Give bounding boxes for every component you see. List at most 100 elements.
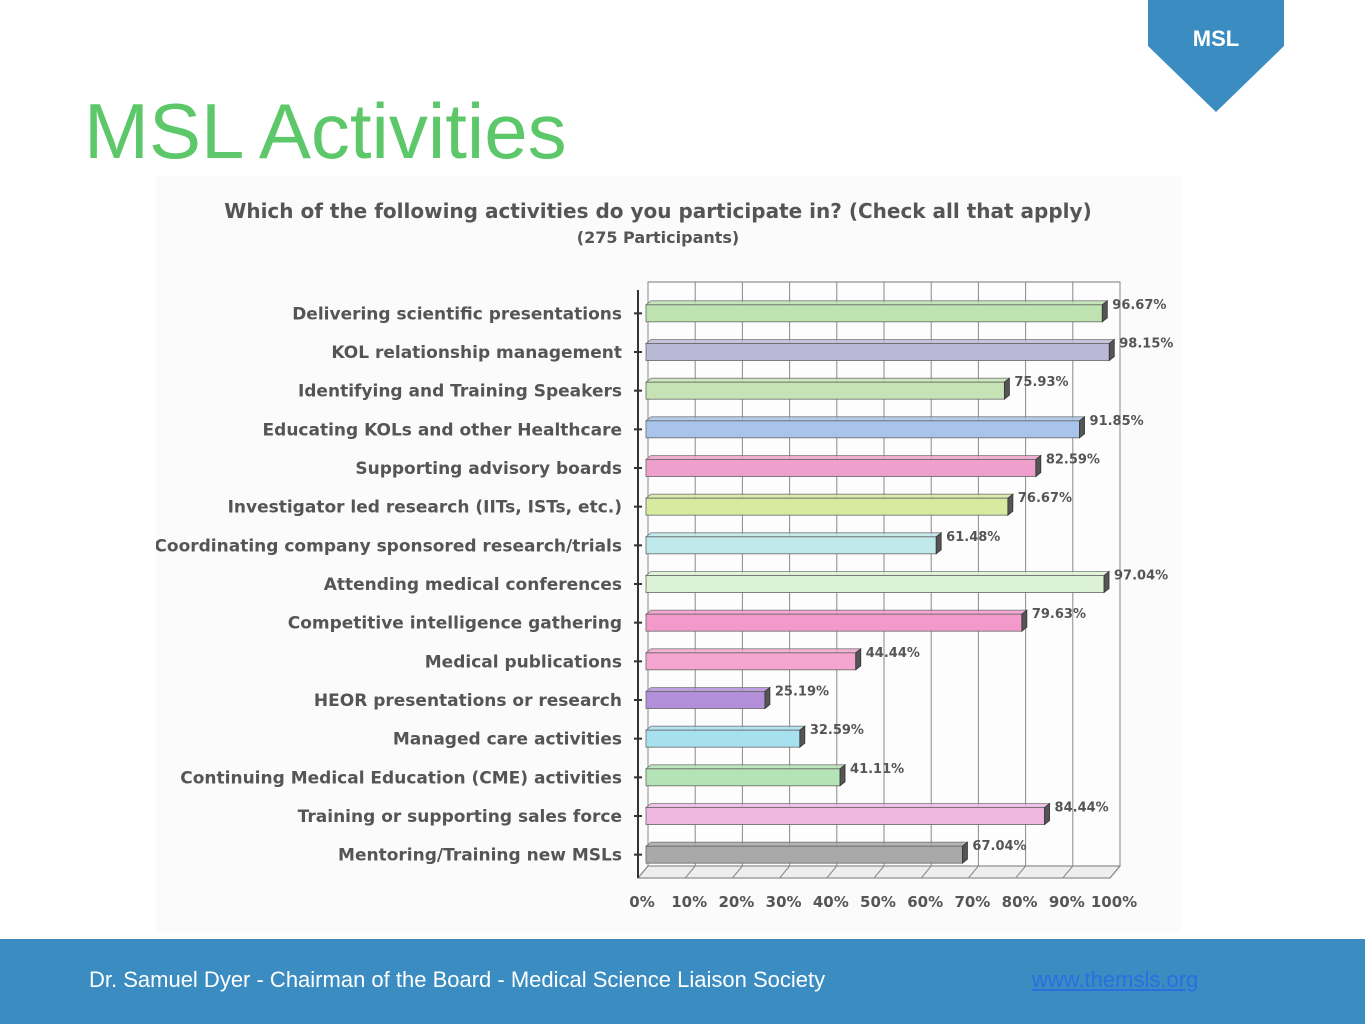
bar xyxy=(644,532,943,555)
bar-front-face xyxy=(645,729,801,748)
gridline-depth xyxy=(637,865,649,879)
bar-value-label: 67.04% xyxy=(972,839,1026,854)
category-label: Attending medical conferences xyxy=(324,575,622,595)
bar-value-label: 97.04% xyxy=(1114,569,1168,584)
bar-end-cap xyxy=(962,841,968,864)
bar-end-cap xyxy=(1101,300,1108,323)
category-label: Supporting advisory boards xyxy=(355,459,622,479)
x-tick-label: 50% xyxy=(860,893,896,911)
category-label: Delivering scientific presentations xyxy=(292,304,622,324)
bar xyxy=(644,454,1042,478)
bar xyxy=(644,300,1109,323)
x-tick-label: 40% xyxy=(813,893,849,911)
gridline-depth xyxy=(1109,865,1121,879)
chart-subtitle: (275 Participants) xyxy=(577,228,740,247)
category-label: Educating KOLs and other Healthcare xyxy=(263,420,622,440)
chart-x-ticks: 0% 10% 20% 30% 40% 50% 60% 70% 80% 90% 100% xyxy=(629,893,1137,911)
bar-top-face xyxy=(644,687,772,692)
bar-front-face xyxy=(645,845,963,864)
bar-end-cap xyxy=(1079,416,1085,439)
category-label: Coordinating company sponsored research/… xyxy=(156,536,622,556)
category-label: KOL relationship management xyxy=(331,343,622,363)
bar-end-cap xyxy=(855,648,862,671)
bar-value-label: 91.85% xyxy=(1090,414,1144,429)
bar-end-cap xyxy=(799,725,806,748)
bar xyxy=(644,377,1011,400)
bar-front-face xyxy=(645,807,1045,825)
badge-shape xyxy=(1148,0,1284,112)
gridline-depth xyxy=(826,865,838,879)
gridline-depth xyxy=(732,865,743,879)
bar-front-face xyxy=(645,575,1105,593)
bar-value-label: 44.44% xyxy=(866,646,920,661)
category-label: Managed care activities xyxy=(393,730,622,750)
bar-top-face xyxy=(644,300,1109,306)
bar xyxy=(644,648,862,671)
gridline-depth xyxy=(873,865,885,879)
bar xyxy=(644,609,1028,632)
bar xyxy=(644,802,1051,826)
gridline-depth xyxy=(1062,865,1074,879)
msl-badge: MSL xyxy=(1148,0,1284,112)
bar-top-face xyxy=(644,455,1042,460)
bar-value-label: 82.59% xyxy=(1046,453,1100,468)
bar xyxy=(644,841,969,864)
bar-value-label: 84.44% xyxy=(1055,801,1109,816)
bar-front-face xyxy=(645,420,1080,439)
gridline-depth xyxy=(968,865,979,879)
bar-end-cap xyxy=(1108,338,1115,362)
chart-bars xyxy=(644,300,1116,864)
bar-top-face xyxy=(644,339,1116,344)
bar-value-label: 96.67% xyxy=(1112,298,1166,313)
bar-top-face xyxy=(644,764,847,770)
chart-category-labels: 96.67% Delivering scientific presentation… xyxy=(156,298,1173,866)
bar-chart: Which of the following activities do you… xyxy=(156,199,1173,911)
x-tick-label: 70% xyxy=(954,893,990,911)
bar-top-face xyxy=(644,532,943,538)
bar-end-cap xyxy=(1003,377,1010,400)
bar-front-face xyxy=(645,343,1110,361)
bar-top-face xyxy=(644,416,1086,422)
bar-end-cap xyxy=(764,686,771,710)
bar-value-label: 61.48% xyxy=(946,530,1000,545)
category-label: Identifying and Training Speakers xyxy=(298,382,622,402)
bar-front-face xyxy=(645,652,857,671)
bar-front-face xyxy=(645,536,937,555)
x-tick-label: 30% xyxy=(766,893,802,911)
bar xyxy=(644,416,1086,439)
bar-end-cap xyxy=(839,764,846,787)
x-tick-label: 90% xyxy=(1049,893,1085,911)
gridline-depth xyxy=(779,865,790,879)
bar-top-face xyxy=(644,841,969,847)
bar-top-face xyxy=(644,648,862,654)
category-label: HEOR presentations or research xyxy=(314,691,622,711)
bar-top-face xyxy=(644,803,1051,808)
bar-front-face xyxy=(645,613,1023,632)
category-label: Training or supporting sales force xyxy=(298,807,622,827)
bar-end-cap xyxy=(1035,454,1042,478)
bar-front-face xyxy=(645,691,766,709)
footer-website-link[interactable]: www.themsls.org xyxy=(1032,967,1199,992)
gridline-depth xyxy=(1015,865,1026,879)
chart-panel: Which of the following activities do you… xyxy=(156,176,1182,932)
footer-bar: Dr. Samuel Dyer - Chairman of the Board … xyxy=(0,939,1365,1024)
bar-front-face xyxy=(645,381,1005,400)
bar xyxy=(644,338,1116,362)
bar-top-face xyxy=(644,377,1011,383)
category-label: Medical publications xyxy=(425,652,622,672)
bar-front-face xyxy=(645,497,1009,516)
bar-value-label: 25.19% xyxy=(775,685,829,700)
bar-end-cap xyxy=(1103,570,1110,594)
slide-title: MSL Activities xyxy=(84,87,567,175)
category-label: Investigator led research (IITs, ISTs, e… xyxy=(228,498,622,518)
gridline-depth xyxy=(684,865,696,879)
bar-value-label: 76.67% xyxy=(1018,491,1072,506)
category-label: Mentoring/Training new MSLs xyxy=(338,846,622,866)
chart-title: Which of the following activities do you… xyxy=(224,199,1091,223)
badge-label: MSL xyxy=(1192,26,1240,51)
bar-end-cap xyxy=(1021,609,1028,632)
bar xyxy=(644,493,1015,516)
bar-end-cap xyxy=(1007,493,1014,516)
bar-end-cap xyxy=(935,532,942,555)
category-label: Competitive intelligence gathering xyxy=(288,614,622,634)
